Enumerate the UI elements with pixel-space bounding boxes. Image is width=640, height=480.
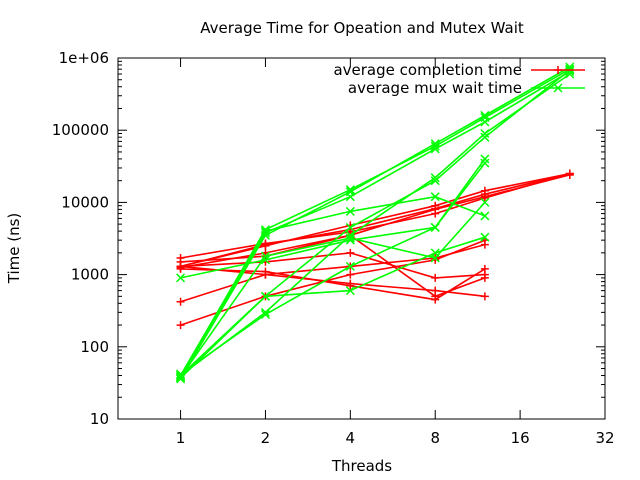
data-point-x [260, 255, 270, 265]
data-point-x [430, 173, 440, 183]
series-line [180, 158, 486, 375]
data-point-x [430, 176, 440, 186]
data-point-plus [261, 267, 270, 276]
series-line [179, 70, 571, 378]
data-point-x [480, 117, 490, 127]
data-point-x [430, 139, 440, 149]
y-tick-label: 10000 [61, 193, 109, 211]
y-tick-label: 100 [80, 338, 109, 356]
data-point-plus [480, 273, 489, 282]
x-tick-label: 32 [595, 429, 614, 447]
x-tick-label: 1 [176, 429, 186, 447]
data-point-x [345, 233, 355, 243]
data-point-plus [346, 270, 355, 279]
data-point-x [176, 371, 186, 381]
data-point-x [345, 206, 355, 216]
series-line [180, 172, 571, 259]
data-point-x [260, 226, 270, 236]
data-point-x [260, 309, 270, 320]
data-point-plus [554, 66, 562, 74]
data-point-plus [480, 292, 489, 301]
data-point-x [430, 253, 440, 263]
x-tick-label: 4 [346, 429, 356, 447]
data-point-plus [261, 239, 270, 248]
data-point-x [176, 273, 186, 283]
data-point-x [430, 222, 440, 232]
data-point-x [345, 261, 355, 271]
data-point-x [480, 132, 490, 142]
data-point-x [480, 197, 490, 207]
data-point-plus [176, 264, 185, 273]
data-point-x [260, 307, 270, 317]
x-tick-label: 16 [511, 429, 530, 447]
data-point-x [345, 235, 355, 245]
data-point-x [176, 372, 186, 382]
x-axis-label: Threads [331, 457, 392, 475]
x-tick-label: 8 [430, 429, 440, 447]
plot-area [176, 62, 575, 384]
data-point-plus [480, 194, 489, 203]
data-point-x [260, 251, 270, 261]
series-line [179, 66, 571, 380]
data-point-x [480, 110, 490, 120]
data-point-x [480, 232, 490, 242]
data-point-plus [176, 257, 185, 266]
y-axis-label: Time (ns) [5, 213, 23, 285]
data-point-plus [431, 209, 440, 218]
data-point-x [430, 192, 440, 202]
data-point-plus [431, 273, 440, 282]
data-point-x [345, 222, 355, 232]
data-point-x [345, 187, 355, 197]
data-point-plus [431, 295, 440, 304]
chart-title: Average Time for Opeation and Mutex Wait [200, 19, 524, 37]
data-point-x [430, 141, 440, 151]
data-point-x [480, 154, 490, 164]
series-mux-wait-time [176, 62, 575, 384]
data-point-x [345, 286, 355, 296]
y-tick-label: 1e+06 [59, 49, 109, 67]
series-line [180, 172, 570, 268]
data-point-plus [480, 264, 489, 273]
legend-label: average mux wait time [348, 79, 522, 97]
data-point-plus [346, 248, 355, 257]
y-tick-label: 100000 [52, 121, 109, 139]
data-point-x [480, 211, 490, 221]
y-tick-label: 1000 [71, 266, 109, 284]
series-line [180, 172, 570, 268]
data-point-x [480, 128, 490, 139]
data-point-x [260, 291, 270, 301]
data-point-x [480, 158, 490, 168]
series-line [179, 201, 486, 378]
data-point-plus [176, 297, 185, 306]
plot-frame [117, 57, 606, 420]
data-point-x [553, 83, 563, 93]
axis-ticks: 1 2 4 8 16 32 10 100 1000 10000 100000 1e+06 [52, 49, 615, 447]
legend-label: average completion time [333, 61, 522, 79]
data-point-plus [346, 281, 355, 290]
data-point-plus [565, 169, 574, 178]
series-completion-time [176, 169, 574, 330]
x-tick-label: 2 [261, 429, 271, 447]
series-line [180, 73, 571, 377]
data-point-plus [176, 321, 185, 330]
data-point-x [260, 230, 270, 240]
y-tick-label: 10 [90, 410, 109, 428]
